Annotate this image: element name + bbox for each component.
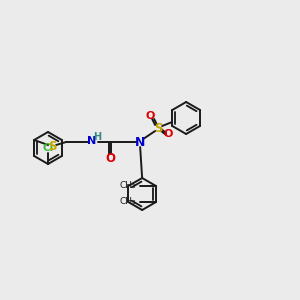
Text: N: N [86, 136, 96, 146]
Text: O: O [146, 111, 155, 121]
Text: N: N [135, 136, 145, 148]
Text: H: H [93, 132, 101, 142]
Text: CH₃: CH₃ [119, 182, 136, 190]
Text: S: S [48, 140, 56, 152]
Text: S: S [154, 122, 162, 134]
Text: O: O [105, 152, 115, 164]
Text: CH₃: CH₃ [119, 197, 136, 206]
Text: O: O [164, 129, 173, 139]
Text: Cl: Cl [42, 143, 54, 153]
